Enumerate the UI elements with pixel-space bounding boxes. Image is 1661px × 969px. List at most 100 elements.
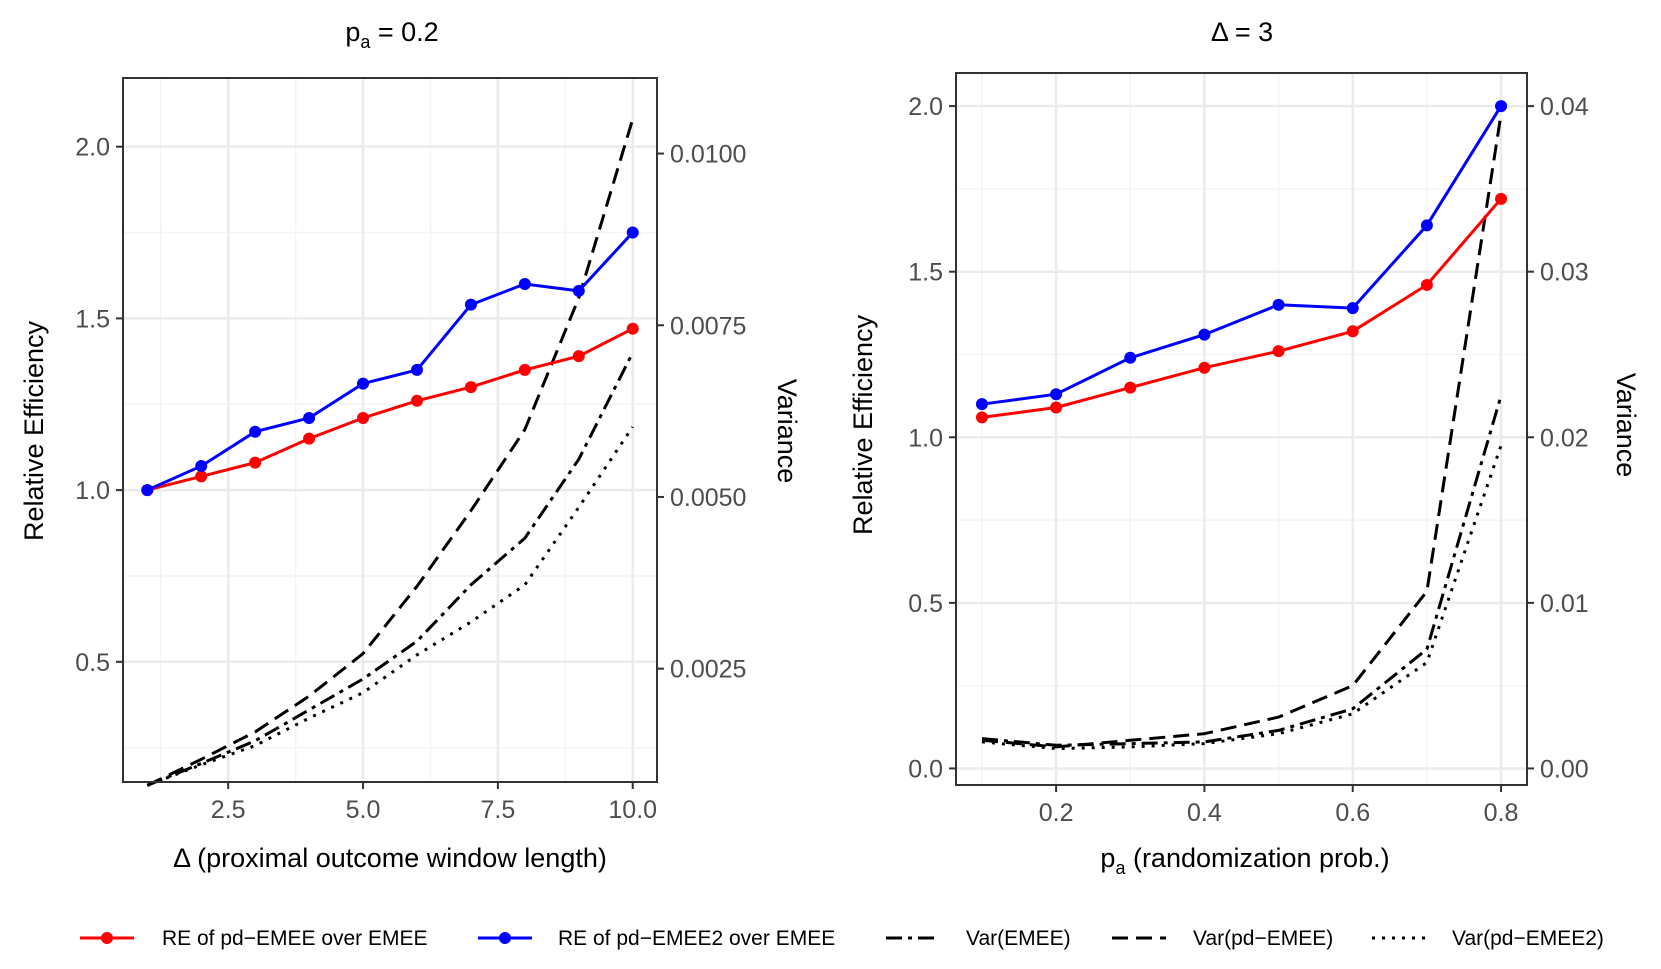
x-tick-label: 0.8 — [1484, 799, 1519, 827]
re-series-point-1 — [975, 411, 988, 424]
right-series-lines — [981, 105, 1503, 751]
y-tick-label: 1.5 — [908, 259, 943, 287]
y2-tick-label: 0.0075 — [670, 312, 746, 340]
left-y2-axis-title: Variance — [772, 379, 802, 484]
left-x-axis-title: Δ (proximal outcome window length) — [173, 843, 607, 873]
var-series-line-1 — [146, 352, 635, 787]
legend-item-2: RE of pd−EMEE2 over EMEE — [478, 927, 835, 950]
var-series-line-1 — [981, 395, 1503, 747]
y-tick-label: 0.5 — [75, 649, 110, 677]
y2-tick-label: 0.0025 — [670, 656, 746, 684]
x-tick-label: 7.5 — [480, 796, 515, 824]
re-series-point-1 — [1272, 345, 1285, 358]
re-series-point-2 — [410, 363, 423, 376]
right-x-axis-title: pa (randomization prob.) — [1100, 843, 1389, 878]
y-tick-label: 1.0 — [908, 424, 943, 452]
re-series-point-2 — [1420, 219, 1433, 232]
right-panel-title: Δ = 3 — [1211, 17, 1273, 47]
re-series-point-1 — [626, 322, 639, 335]
re-series-point-1 — [195, 470, 208, 483]
re-series-point-1 — [249, 456, 262, 469]
left-panel-title: pa = 0.2 — [345, 17, 438, 52]
y2-tick-label: 0.02 — [1540, 424, 1589, 452]
y2-tick-label: 0.04 — [1540, 93, 1589, 121]
legend-item-1: RE of pd−EMEE over EMEE — [80, 927, 428, 950]
legend-key-point — [499, 932, 511, 944]
re-series-point-2 — [141, 484, 154, 497]
y-tick-label: 0.0 — [908, 755, 943, 783]
x-tick-label: 0.2 — [1039, 799, 1074, 827]
re-series-point-2 — [626, 226, 639, 239]
left-series-lines — [146, 118, 635, 787]
re-series-point-1 — [1495, 192, 1508, 205]
x-tick-label: 0.4 — [1187, 799, 1222, 827]
legend-label: RE of pd−EMEE2 over EMEE — [558, 927, 835, 950]
right-panel-border — [955, 72, 1528, 786]
right-series-points — [975, 100, 1508, 424]
x-tick-label: 0.6 — [1335, 799, 1370, 827]
re-series-point-1 — [1346, 325, 1359, 338]
left-panel-border — [122, 77, 658, 783]
re-series-point-1 — [357, 411, 370, 424]
re-series-point-2 — [249, 425, 262, 438]
re-series-line-1 — [981, 197, 1503, 419]
re-series-line-1 — [146, 327, 634, 492]
y2-tick-label: 0.0100 — [670, 141, 746, 169]
y-tick-label: 2.0 — [908, 93, 943, 121]
re-series-point-1 — [1420, 278, 1433, 291]
left-y-axis-title: Relative Efficiency — [19, 320, 49, 541]
y-tick-label: 2.0 — [75, 134, 110, 162]
right-y-axis-title: Relative Efficiency — [848, 314, 878, 535]
re-series-point-1 — [1050, 401, 1063, 414]
x-tick-label: 2.5 — [211, 796, 246, 824]
re-series-point-2 — [195, 460, 208, 473]
y2-tick-label: 0.0050 — [670, 484, 746, 512]
legend-label: Var(pd−EMEE) — [1193, 927, 1333, 950]
y-tick-label: 1.5 — [75, 305, 110, 333]
legend: RE of pd−EMEE over EMEE RE of pd−EMEE2 ov… — [80, 927, 1604, 950]
y2-tick-label: 0.01 — [1540, 590, 1589, 618]
re-series-point-1 — [464, 381, 477, 394]
re-series-point-2 — [518, 278, 531, 291]
y-tick-label: 0.5 — [908, 590, 943, 618]
re-series-point-2 — [1272, 298, 1285, 311]
legend-label: Var(EMEE) — [966, 927, 1071, 950]
legend-item-4: Var(pd−EMEE) — [1112, 927, 1333, 950]
right-grid — [956, 73, 1527, 785]
re-series-point-1 — [410, 394, 423, 407]
legend-label: RE of pd−EMEE over EMEE — [162, 927, 428, 950]
re-series-line-2 — [981, 105, 1503, 406]
legend-key-point — [101, 932, 113, 944]
re-series-point-2 — [464, 298, 477, 311]
re-series-point-1 — [1124, 381, 1137, 394]
re-series-point-1 — [572, 350, 585, 363]
y2-tick-label: 0.03 — [1540, 259, 1589, 287]
y2-tick-label: 0.00 — [1540, 755, 1589, 783]
left-grid — [123, 78, 657, 782]
re-series-point-1 — [518, 363, 531, 376]
y-tick-label: 1.0 — [75, 477, 110, 505]
re-series-point-2 — [1495, 100, 1508, 113]
var-series-line-2 — [981, 114, 1503, 749]
re-series-point-2 — [572, 284, 585, 297]
re-series-point-2 — [1198, 328, 1211, 341]
var-series-line-3 — [146, 426, 634, 787]
re-series-point-2 — [303, 411, 316, 424]
re-series-point-2 — [1050, 388, 1063, 401]
left-panel: pa = 0.2 2.5 5.0 7.5 10.0 0.5 1.0 1.5 2.0 0.0025… — [19, 17, 802, 873]
right-y2-axis-title: Variance — [1611, 373, 1641, 478]
right-axes: 0.2 0.4 0.6 0.8 0.0 0.5 1.0 1.5 2.0 0.00 0.01 0.02 0… — [908, 93, 1589, 827]
re-series-point-1 — [303, 432, 316, 445]
x-tick-label: 5.0 — [346, 796, 381, 824]
re-series-point-1 — [1198, 361, 1211, 374]
re-series-line-2 — [146, 231, 634, 492]
left-axes: 2.5 5.0 7.5 10.0 0.5 1.0 1.5 2.0 0.0025 0.0050 0.0… — [75, 134, 746, 824]
var-series-line-3 — [981, 445, 1503, 751]
legend-item-3: Var(EMEE) — [886, 927, 1071, 950]
legend-label: Var(pd−EMEE2) — [1452, 927, 1604, 950]
left-series-points — [141, 226, 639, 497]
re-series-point-2 — [1124, 351, 1137, 364]
re-series-point-2 — [1346, 302, 1359, 315]
right-panel: Δ = 3 0.2 0.4 0.6 0.8 0.0 0.5 1.0 1.5 2.0 0.00 0.0… — [848, 17, 1641, 878]
